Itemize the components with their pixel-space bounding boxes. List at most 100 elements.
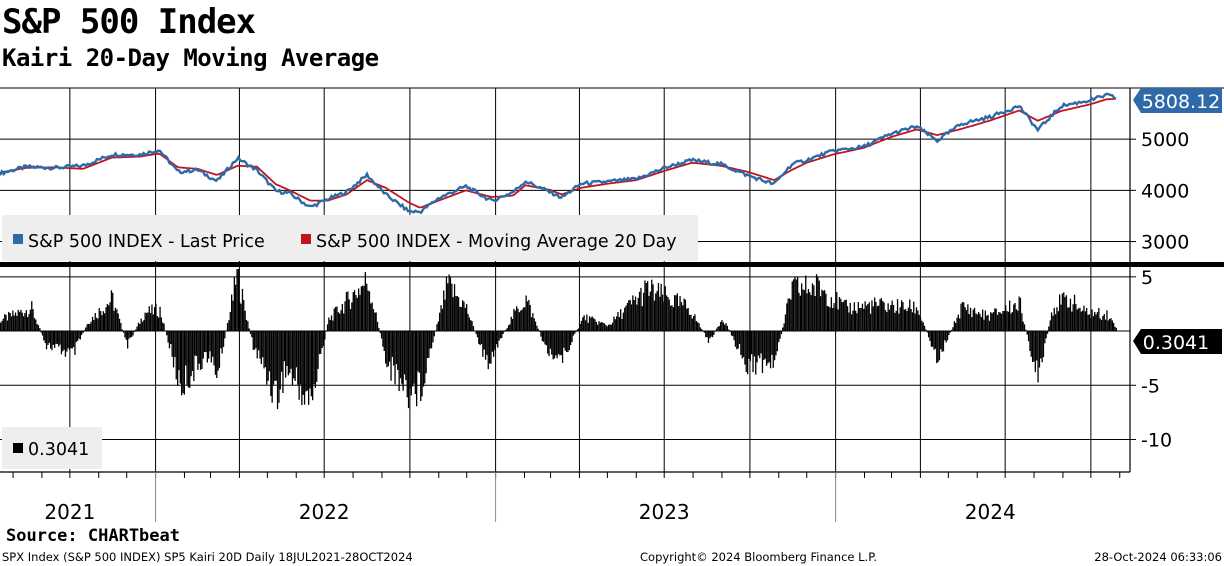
kairi-bar <box>440 305 442 332</box>
kairi-bar <box>753 331 755 357</box>
kairi-bar <box>840 298 842 332</box>
kairi-bar <box>1033 331 1035 362</box>
kairi-bar <box>239 302 241 331</box>
kairi-bar <box>624 307 626 332</box>
kairi-bar <box>374 312 376 331</box>
kairi-bar <box>155 303 157 331</box>
kairi-bar <box>179 331 181 384</box>
kairi-bar <box>576 329 579 331</box>
kairi-bar <box>390 331 392 381</box>
kairi-bar <box>340 310 342 331</box>
kairi-bar <box>71 331 73 349</box>
kairi-bar <box>489 331 491 364</box>
kairi-bar <box>1052 315 1054 331</box>
kairi-bar <box>976 314 978 331</box>
moving-average-line <box>0 97 1117 209</box>
kairi-bars <box>0 269 1117 410</box>
kairi-bar <box>629 299 631 331</box>
kairi-bar <box>621 319 623 331</box>
kairi-bar <box>740 331 742 355</box>
kairi-bar <box>539 331 541 332</box>
kairi-bar <box>841 302 843 332</box>
kairi-bar <box>780 331 783 334</box>
kairi-bar <box>838 297 841 332</box>
kairi-bar <box>220 331 222 349</box>
kairi-bar <box>1019 297 1022 332</box>
kairi-bar <box>579 323 581 331</box>
kairi-bar <box>259 331 261 359</box>
kairi-bar <box>86 324 88 331</box>
kairi-bar <box>878 305 880 331</box>
kairi-bar <box>314 331 316 388</box>
kairi-bar <box>301 331 303 406</box>
kairi-bar <box>1044 331 1046 344</box>
kairi-bar <box>693 316 695 332</box>
kairi-bar <box>125 331 127 340</box>
kairi-bar <box>738 331 741 344</box>
kairi-bar <box>607 324 610 332</box>
kairi-bar <box>1100 319 1103 331</box>
kairi-bar <box>201 331 203 369</box>
kairi-bar <box>1111 320 1113 332</box>
kairi-bar <box>164 330 167 332</box>
kairi-bar <box>734 331 737 347</box>
kairi-bar <box>776 331 778 352</box>
kairi-bar <box>532 313 534 331</box>
kairi-bar <box>189 331 191 389</box>
kairi-bar <box>751 331 753 355</box>
kairi-bar <box>978 312 980 332</box>
kairi-bar <box>249 331 252 334</box>
kairi-bar <box>154 307 156 332</box>
kairi-bar <box>197 331 199 370</box>
kairi-bar <box>787 298 789 331</box>
kairi-bar <box>50 331 52 349</box>
kairi-bar <box>867 304 869 332</box>
kairi-bar <box>742 331 745 358</box>
kairi-bar <box>54 331 56 348</box>
kairi-bar <box>82 331 84 333</box>
kairi-bar <box>401 331 403 384</box>
kairi-bar <box>167 331 169 343</box>
kairi-bar <box>540 331 542 337</box>
kairi-bar <box>514 310 516 332</box>
kairi-bar <box>75 331 77 342</box>
kairi-bar <box>471 321 473 332</box>
kairi-bar <box>329 319 331 331</box>
kairi-bar <box>491 331 493 352</box>
kairi-bar <box>720 322 722 331</box>
kairi-bar <box>899 307 901 331</box>
kairi-bar <box>698 323 700 332</box>
kairi-bar <box>661 294 664 332</box>
kairi-bar <box>622 312 624 332</box>
kairi-bar <box>741 331 743 359</box>
kairi-bar <box>348 299 350 332</box>
axis-labels: 3000 4000 5000 5 -5 -10 2021 2022 2023 2024 <box>12 129 1189 524</box>
kairi-bar <box>620 309 622 332</box>
kairi-bar <box>534 321 537 331</box>
kairi-bar <box>102 311 104 332</box>
kairi-bar <box>616 316 618 332</box>
kairi-bar <box>568 331 570 351</box>
kairi-bar <box>524 307 526 331</box>
kairi-bar <box>665 295 668 331</box>
kairi-bar <box>210 331 212 363</box>
kairi-bar <box>407 331 410 409</box>
kairi-bar <box>459 306 461 331</box>
kairi-bar <box>40 331 42 333</box>
kairi-bar <box>587 322 589 331</box>
kairi-bar <box>879 299 881 332</box>
kairi-bar <box>289 331 291 374</box>
kairi-bar <box>193 331 195 381</box>
kairi-bar <box>597 324 599 332</box>
kairi-bar <box>56 331 58 344</box>
kairi-bar <box>362 285 364 332</box>
kairi-bar <box>222 331 225 347</box>
kairi-bar <box>322 331 325 346</box>
kairi-bar <box>493 331 495 357</box>
kairi-bar <box>744 331 746 365</box>
kairi-bar <box>891 300 893 331</box>
kairi-bar <box>128 331 130 339</box>
kairi-bar <box>497 331 499 348</box>
kairi-bar <box>1088 314 1090 331</box>
